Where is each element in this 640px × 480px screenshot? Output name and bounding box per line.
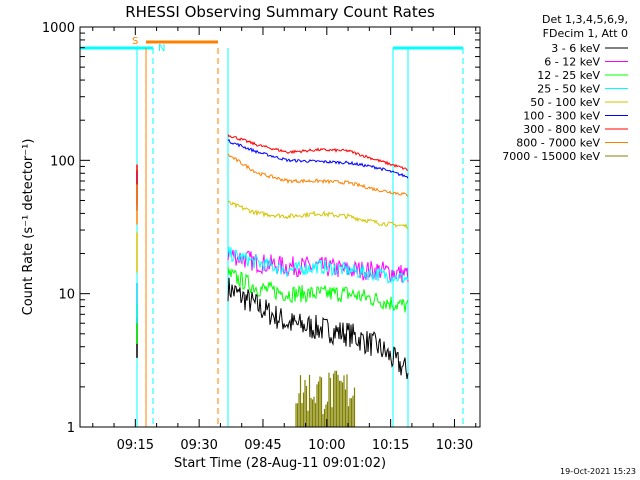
axis-ticks: 09:15 09:30 09:45 10:00 10:15 10:30 1 10 100 1000	[42, 21, 480, 453]
series-25-50-kev	[227, 247, 409, 285]
series-12-25-kev	[227, 266, 409, 313]
y-axis-label: Count Rate (s⁻¹ detector⁻¹)	[21, 139, 36, 316]
x-tick-label: 09:45	[244, 438, 281, 453]
series-100-300-kev	[227, 139, 409, 179]
legend-header-line-1: Det 1,3,4,5,6,9,	[542, 13, 628, 26]
legend-entry-label: 3 - 6 keV	[551, 42, 600, 55]
x-tick-label: 10:30	[436, 438, 473, 453]
x-tick-label: 10:00	[308, 438, 345, 453]
legend-entry-label: 50 - 100 keV	[530, 96, 600, 109]
legend-entry-label: 100 - 300 keV	[523, 110, 600, 123]
legend-header-line-2: FDecim 1, Att 0	[543, 27, 628, 40]
plot-frame	[79, 26, 481, 428]
series-3-6-kev	[227, 277, 409, 380]
chart-title: RHESSI Observing Summary Count Rates	[125, 3, 435, 21]
legend-entry-label: 25 - 50 keV	[537, 83, 600, 96]
night-marker-label: N	[158, 43, 165, 54]
series-300-800-kev	[227, 134, 409, 171]
legend-entry-label: 300 - 800 keV	[523, 123, 600, 136]
legend-entry-label: 12 - 25 keV	[537, 69, 600, 82]
y-tick-label: 10	[58, 288, 75, 303]
legend-entry-label: 800 - 7000 keV	[516, 137, 600, 150]
x-tick-label: 10:15	[372, 438, 409, 453]
y-tick-label: 1	[67, 421, 75, 436]
legend-entry-label: 7000 - 15000 keV	[502, 150, 600, 163]
timestamp: 19-Oct-2021 15:23	[560, 467, 636, 476]
y-tick-label: 1000	[42, 21, 75, 36]
y-tick-label: 100	[50, 154, 75, 169]
series-800-7000-kev	[227, 153, 409, 197]
x-tick-label: 09:15	[117, 438, 154, 453]
legend-entry-label: 6 - 12 keV	[544, 56, 600, 69]
series-50-100-kev	[227, 200, 408, 229]
saa-marker-label: S	[132, 36, 138, 47]
series-7000-15000-kev	[295, 370, 356, 427]
series-layer	[136, 134, 409, 427]
legend: Det 1,3,4,5,6,9, FDecim 1, Att 0 3 - 6 k…	[502, 13, 628, 163]
x-tick-label: 09:30	[180, 438, 217, 453]
x-axis-label: Start Time (28-Aug-11 09:01:02)	[174, 456, 386, 471]
